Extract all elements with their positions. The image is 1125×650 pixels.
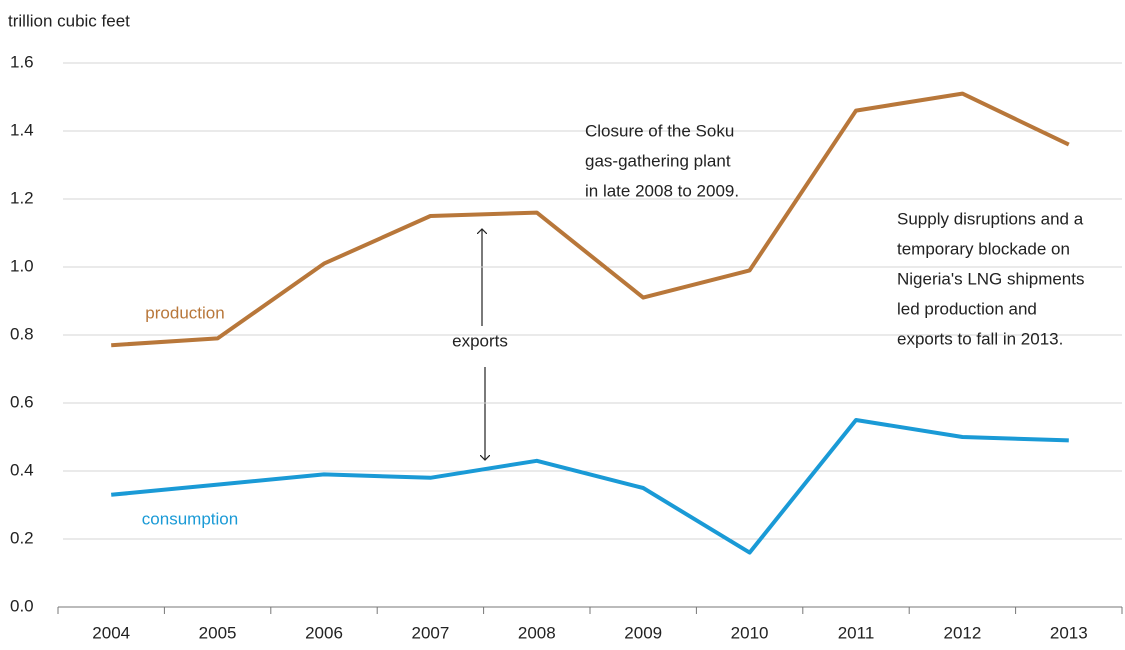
annotation: gas-gathering plant: [585, 151, 731, 170]
y-tick-label: 0.2: [10, 528, 34, 547]
annotation: exports: [452, 331, 508, 350]
x-tick-label: 2011: [838, 623, 875, 642]
x-tick-label: 2004: [92, 623, 130, 642]
series-label: production: [145, 303, 224, 322]
annotation: in late 2008 to 2009.: [585, 181, 739, 200]
y-tick-label: 1.2: [10, 188, 34, 207]
x-tick-label: 2010: [731, 623, 769, 642]
series-line: [111, 418, 1069, 555]
annotation: temporary blockade on: [897, 239, 1070, 258]
y-tick-label: 0.0: [10, 596, 34, 615]
series-line: [111, 91, 1070, 348]
annotation: led production and: [897, 299, 1037, 318]
y-tick-label: 1.4: [10, 120, 34, 139]
annotation: Nigeria's LNG shipments: [897, 269, 1084, 288]
x-tick-label: 2005: [199, 623, 237, 642]
x-tick-label: 2006: [305, 623, 343, 642]
x-tick-label: 2013: [1050, 623, 1088, 642]
annotation: Closure of the Soku: [585, 121, 734, 140]
y-tick-label: 0.4: [10, 460, 34, 479]
y-axis-label: trillion cubic feet: [8, 11, 130, 30]
x-tick-label: 2007: [411, 623, 449, 642]
series-label: consumption: [142, 509, 238, 528]
y-tick-label: 0.6: [10, 392, 34, 411]
annotation: Supply disruptions and a: [897, 209, 1084, 228]
y-tick-label: 1.6: [10, 52, 34, 71]
x-tick-label: 2012: [943, 623, 981, 642]
x-tick-label: 2009: [624, 623, 662, 642]
y-tick-label: 0.8: [10, 324, 34, 343]
annotation: exports to fall in 2013.: [897, 329, 1063, 348]
x-tick-label: 2008: [518, 623, 556, 642]
y-tick-label: 1.0: [10, 256, 34, 275]
